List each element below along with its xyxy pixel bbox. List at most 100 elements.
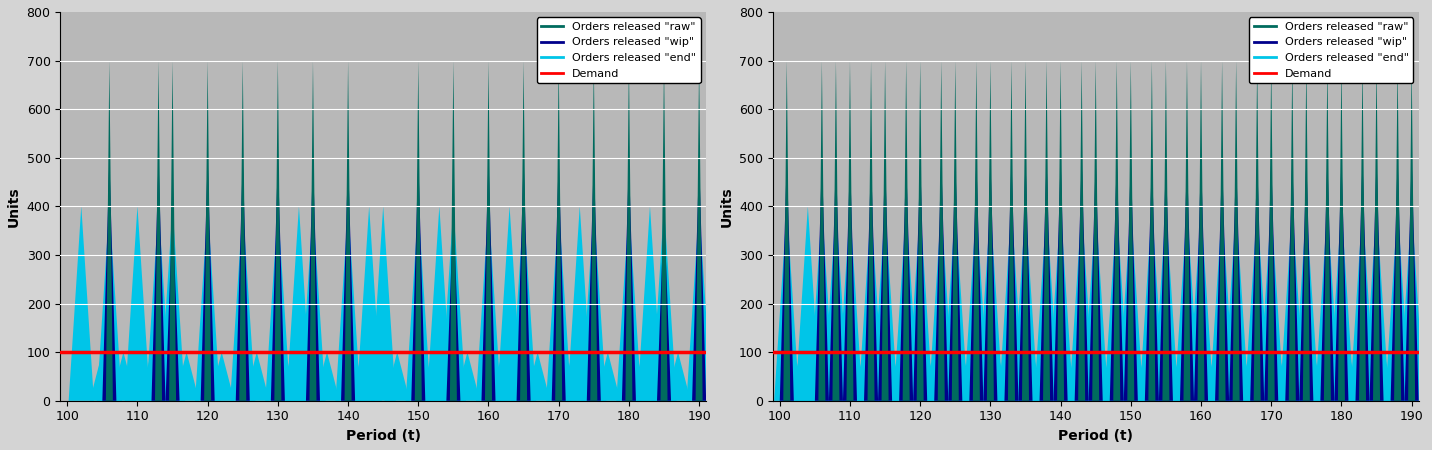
Polygon shape xyxy=(1022,61,1030,401)
Polygon shape xyxy=(660,61,667,401)
Polygon shape xyxy=(1093,61,1100,401)
Polygon shape xyxy=(441,207,465,401)
Polygon shape xyxy=(1390,158,1405,401)
Polygon shape xyxy=(775,207,799,401)
Polygon shape xyxy=(349,352,375,401)
Polygon shape xyxy=(1004,158,1018,401)
Polygon shape xyxy=(626,61,633,401)
Polygon shape xyxy=(475,207,501,401)
Polygon shape xyxy=(455,352,480,401)
Polygon shape xyxy=(1230,352,1256,401)
Polygon shape xyxy=(279,352,305,401)
Polygon shape xyxy=(846,61,853,401)
Polygon shape xyxy=(1057,61,1064,401)
Polygon shape xyxy=(1083,207,1108,401)
Polygon shape xyxy=(696,61,703,401)
Polygon shape xyxy=(872,207,898,401)
Polygon shape xyxy=(481,158,495,401)
Polygon shape xyxy=(818,61,825,401)
Polygon shape xyxy=(1070,207,1094,401)
Polygon shape xyxy=(1286,158,1299,401)
Polygon shape xyxy=(809,207,835,401)
Polygon shape xyxy=(1074,158,1088,401)
Polygon shape xyxy=(1008,61,1015,401)
Polygon shape xyxy=(845,352,869,401)
Polygon shape xyxy=(987,61,994,401)
Polygon shape xyxy=(1336,352,1360,401)
Polygon shape xyxy=(1320,158,1335,401)
Polygon shape xyxy=(1329,207,1355,401)
Legend: Orders released "raw", Orders released "wip", Orders released "end", Demand: Orders released "raw", Orders released "… xyxy=(537,18,700,83)
Polygon shape xyxy=(97,207,122,401)
Polygon shape xyxy=(110,352,136,401)
Polygon shape xyxy=(1369,158,1383,401)
Polygon shape xyxy=(1373,61,1380,401)
Polygon shape xyxy=(1253,61,1260,401)
X-axis label: Period (t): Period (t) xyxy=(1058,429,1133,443)
Polygon shape xyxy=(520,61,527,401)
Polygon shape xyxy=(166,207,179,401)
Polygon shape xyxy=(1359,61,1366,401)
Polygon shape xyxy=(551,158,566,401)
Polygon shape xyxy=(286,207,312,401)
Polygon shape xyxy=(581,207,606,401)
Polygon shape xyxy=(1153,207,1179,401)
Polygon shape xyxy=(1048,207,1073,401)
Polygon shape xyxy=(978,207,1002,401)
Polygon shape xyxy=(858,207,884,401)
Polygon shape xyxy=(485,61,493,401)
Polygon shape xyxy=(560,352,586,401)
Polygon shape xyxy=(879,352,905,401)
Polygon shape xyxy=(517,158,531,401)
Polygon shape xyxy=(1399,207,1425,401)
Polygon shape xyxy=(788,352,813,401)
Polygon shape xyxy=(420,352,445,401)
Polygon shape xyxy=(450,61,457,401)
Polygon shape xyxy=(928,207,954,401)
Polygon shape xyxy=(146,207,172,401)
Polygon shape xyxy=(427,207,453,401)
Polygon shape xyxy=(1118,207,1143,401)
Polygon shape xyxy=(1140,207,1164,401)
Polygon shape xyxy=(195,207,221,401)
Polygon shape xyxy=(780,158,793,401)
Polygon shape xyxy=(902,61,909,401)
Polygon shape xyxy=(415,61,422,401)
Polygon shape xyxy=(556,61,563,401)
Polygon shape xyxy=(1148,61,1156,401)
Polygon shape xyxy=(692,158,706,401)
Polygon shape xyxy=(490,352,516,401)
Polygon shape xyxy=(1144,158,1158,401)
Polygon shape xyxy=(1244,207,1270,401)
Polygon shape xyxy=(1078,61,1085,401)
Polygon shape xyxy=(385,352,410,401)
Polygon shape xyxy=(868,61,875,401)
Polygon shape xyxy=(1088,158,1103,401)
Polygon shape xyxy=(894,207,919,401)
Polygon shape xyxy=(823,207,849,401)
Polygon shape xyxy=(838,207,862,401)
Polygon shape xyxy=(106,61,113,401)
Polygon shape xyxy=(998,207,1024,401)
Polygon shape xyxy=(1174,207,1200,401)
Polygon shape xyxy=(1289,61,1296,401)
Polygon shape xyxy=(1090,352,1116,401)
Polygon shape xyxy=(815,158,829,401)
Polygon shape xyxy=(245,352,269,401)
Polygon shape xyxy=(271,158,285,401)
Polygon shape xyxy=(1303,61,1310,401)
Polygon shape xyxy=(265,207,291,401)
Polygon shape xyxy=(1042,61,1050,401)
Polygon shape xyxy=(666,352,690,401)
Polygon shape xyxy=(985,352,1010,401)
Polygon shape xyxy=(964,207,990,401)
Polygon shape xyxy=(938,61,945,401)
Polygon shape xyxy=(949,352,975,401)
Polygon shape xyxy=(882,61,889,401)
Polygon shape xyxy=(899,158,914,401)
Polygon shape xyxy=(1163,61,1170,401)
Polygon shape xyxy=(1385,207,1411,401)
Polygon shape xyxy=(621,158,636,401)
Polygon shape xyxy=(309,61,316,401)
Polygon shape xyxy=(411,158,425,401)
